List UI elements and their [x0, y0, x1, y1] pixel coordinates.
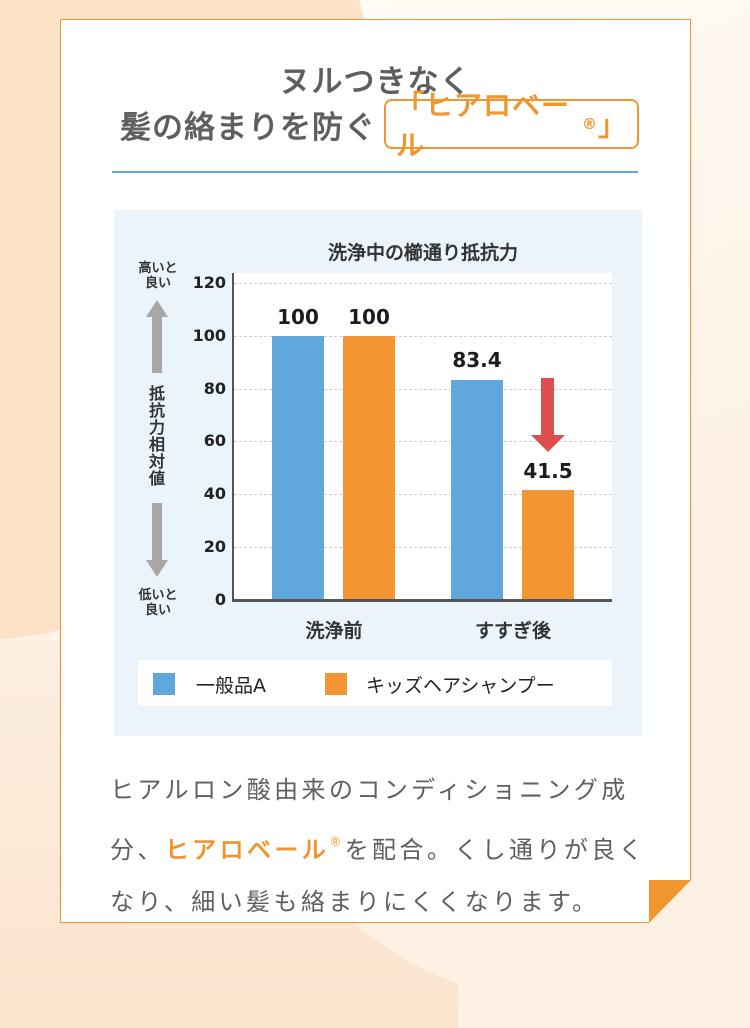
description-reg-mark: ®: [329, 835, 345, 849]
y-top-note-line2: 良い: [144, 276, 171, 291]
y-top-note-line1: 高いと: [138, 261, 178, 276]
description-text: ヒアルロン酸由来のコンディショニング成分、ヒアロベール®を配合。くし通りが良くな…: [110, 764, 650, 928]
ytick-40: 40: [203, 484, 226, 503]
y-axis: [232, 273, 234, 602]
legend-label-general: 一般品A: [196, 675, 266, 697]
registered-mark: ®: [581, 115, 598, 133]
gridline-40: [234, 494, 612, 495]
y-bottom-note-line2: 良い: [144, 603, 171, 618]
gridline-20: [234, 547, 612, 548]
bar-value-label: 83.4: [452, 348, 502, 372]
gridline-60: [234, 441, 612, 442]
description-part1: ヒアルロン酸由来のコンディショニング成分、: [110, 776, 629, 864]
arrow-up-shaft: [152, 315, 162, 373]
description-brand: ヒアロベール: [164, 836, 330, 864]
brand-name: 「ヒアロベール: [396, 89, 571, 162]
chart-legend: 一般品A キッズヘアシャンプー: [138, 660, 612, 706]
legend-swatch-orange: [325, 673, 347, 695]
description-part2: を配合。くし通りが良くなり、細い髪も絡まりにくくなります。: [110, 836, 647, 916]
decrease-arrow-icon: [541, 378, 554, 436]
x-category-label: 洗浄前: [305, 620, 363, 642]
y-bottom-note-line1: 低いと: [138, 588, 178, 603]
brand-close-bracket: 」: [597, 109, 627, 142]
y-bottom-note: 低いと 良い: [133, 588, 183, 618]
x-category-label: すすぎ後: [474, 620, 551, 642]
gridline-80: [234, 389, 612, 390]
bar-general-after: [451, 380, 503, 600]
headline-line2: 髪の絡まりを防ぐ 「ヒアロベール ®」: [120, 89, 639, 162]
headline-line1: ヌルつきなく: [279, 64, 472, 100]
ytick-80: 80: [203, 379, 226, 398]
gridline-120: [234, 283, 612, 284]
x-axis: [232, 599, 612, 602]
bar-kids-after: [522, 490, 574, 600]
brand-highlight-box: 「ヒアロベール ®」: [384, 89, 639, 162]
legend-swatch-blue: [153, 673, 175, 695]
headline-divider: [112, 171, 638, 173]
headline-line2-text: 髪の絡まりを防ぐ: [120, 109, 376, 146]
bar-value-label: 41.5: [523, 459, 573, 483]
arrow-down-shaft: [152, 503, 162, 561]
chart-title: 洗浄中の櫛通り抵抗力: [327, 242, 518, 264]
ytick-60: 60: [203, 431, 226, 450]
y-axis-label: 抵抗力相対値: [146, 385, 165, 487]
legend-label-kids: キッズヘアシャンプー: [366, 675, 555, 697]
ytick-0: 0: [214, 590, 226, 609]
gridline-100: [234, 336, 612, 337]
ytick-120: 120: [192, 273, 226, 292]
y-top-note: 高いと 良い: [133, 261, 183, 291]
ytick-100: 100: [192, 326, 226, 345]
ytick-20: 20: [203, 537, 226, 556]
bar-value-label: 100: [277, 305, 319, 329]
bar-kids-before: [343, 336, 395, 600]
bar-value-label: 100: [348, 305, 390, 329]
bar-general-before: [272, 336, 324, 600]
